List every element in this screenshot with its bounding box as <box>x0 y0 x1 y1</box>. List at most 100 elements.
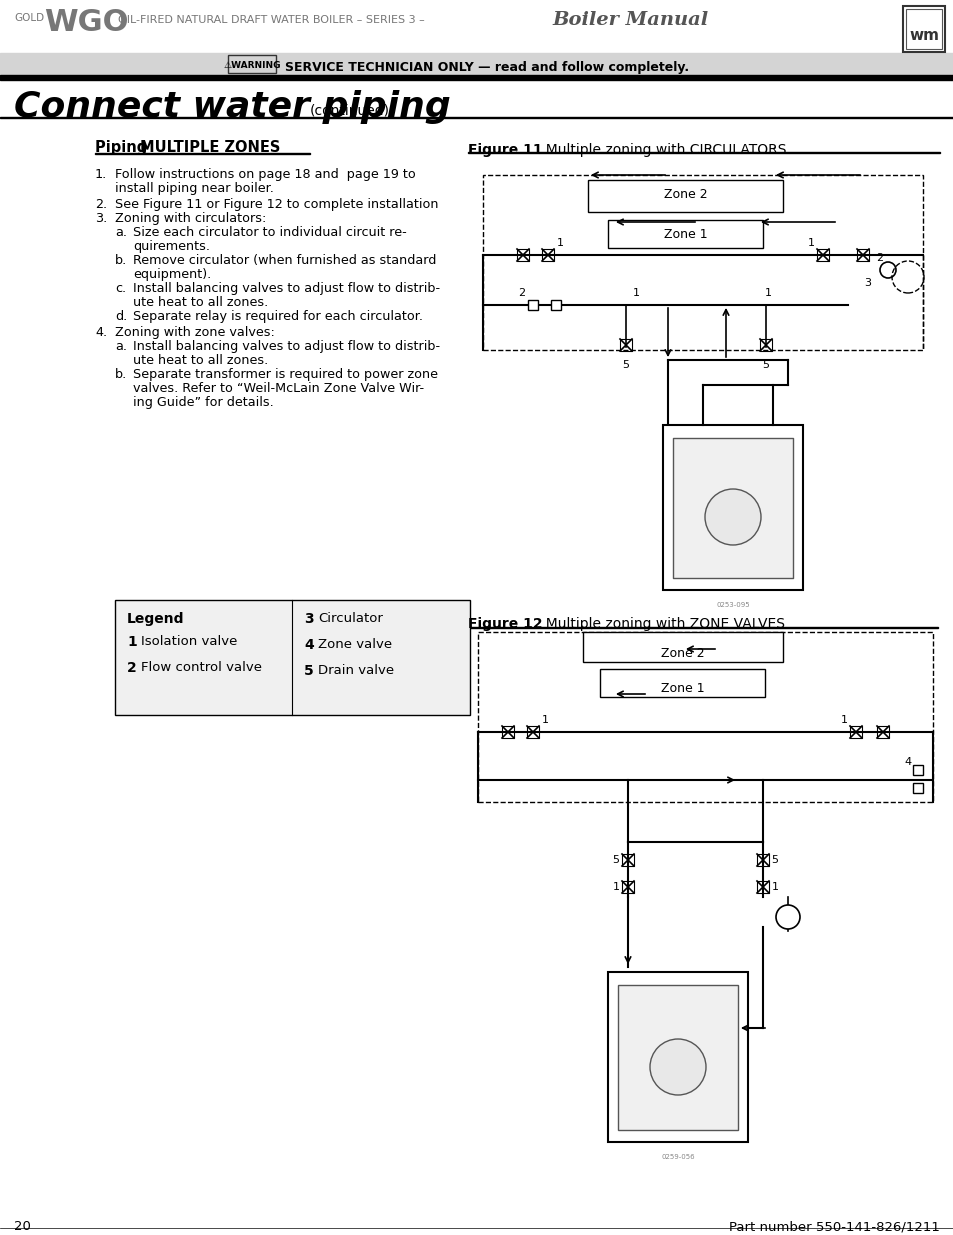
Bar <box>757 881 768 893</box>
Text: 3: 3 <box>863 278 871 288</box>
Text: Separate relay is required for each circulator.: Separate relay is required for each circ… <box>132 310 422 324</box>
Circle shape <box>879 262 895 278</box>
Text: Drain valve: Drain valve <box>317 664 394 677</box>
Text: Install balancing valves to adjust flow to distrib-: Install balancing valves to adjust flow … <box>132 282 439 295</box>
Text: 5: 5 <box>771 855 778 864</box>
Text: Follow instructions on page 18 and  page 19 to: Follow instructions on page 18 and page … <box>115 168 416 182</box>
Bar <box>618 986 738 1130</box>
Text: Boiler Manual: Boiler Manual <box>552 11 707 28</box>
Text: See Figure 11 or Figure 12 to complete installation: See Figure 11 or Figure 12 to complete i… <box>115 198 438 211</box>
Text: Zone 1: Zone 1 <box>660 682 704 695</box>
Text: Figure 11: Figure 11 <box>468 143 542 157</box>
Text: 4: 4 <box>304 638 314 652</box>
Bar <box>672 438 792 578</box>
Bar <box>0 53 953 75</box>
Text: 1: 1 <box>127 635 136 650</box>
Text: 0253-095: 0253-095 <box>716 601 749 608</box>
Bar <box>760 338 771 351</box>
Text: Zoning with circulators:: Zoning with circulators: <box>115 212 266 225</box>
Bar <box>468 152 939 153</box>
Text: Figure 12: Figure 12 <box>468 618 542 631</box>
Text: 1: 1 <box>763 288 771 298</box>
Bar <box>902 6 944 52</box>
Text: MULTIPLE ZONES: MULTIPLE ZONES <box>140 140 280 156</box>
Bar <box>228 56 275 73</box>
Bar <box>607 972 747 1142</box>
Bar <box>0 116 953 119</box>
Text: Piping: Piping <box>95 140 152 156</box>
Text: 2: 2 <box>127 661 136 676</box>
Text: 1: 1 <box>806 238 814 248</box>
Text: 1: 1 <box>840 715 846 725</box>
Text: 2: 2 <box>517 288 525 298</box>
Bar <box>912 764 923 776</box>
Text: Part number 550-141-826/1211: Part number 550-141-826/1211 <box>728 1220 939 1233</box>
Text: WGO: WGO <box>44 7 129 37</box>
Text: 1.: 1. <box>95 168 107 182</box>
Bar <box>0 75 953 80</box>
Bar <box>876 726 888 739</box>
Text: 1: 1 <box>771 882 778 892</box>
Bar <box>517 249 529 261</box>
Text: Connect water piping: Connect water piping <box>14 90 450 124</box>
Bar <box>115 600 470 715</box>
Text: b.: b. <box>115 368 127 382</box>
Text: install piping near boiler.: install piping near boiler. <box>115 182 274 195</box>
Text: equipment).: equipment). <box>132 268 211 282</box>
Text: 2.: 2. <box>95 198 107 211</box>
Bar <box>527 300 537 310</box>
Text: b.: b. <box>115 254 127 267</box>
Bar <box>551 300 560 310</box>
Bar <box>0 0 953 56</box>
Bar <box>912 783 923 793</box>
Text: SERVICE TECHNICIAN ONLY — read and follow completely.: SERVICE TECHNICIAN ONLY — read and follo… <box>285 61 688 74</box>
Text: Install balancing valves to adjust flow to distrib-: Install balancing valves to adjust flow … <box>132 340 439 353</box>
Text: Zone 2: Zone 2 <box>663 188 706 201</box>
Text: quirements.: quirements. <box>132 240 210 253</box>
Bar <box>582 632 782 662</box>
Text: Zone 2: Zone 2 <box>660 647 704 659</box>
Text: Circulator: Circulator <box>317 613 382 625</box>
Text: OIL-FIRED NATURAL DRAFT WATER BOILER – SERIES 3 –: OIL-FIRED NATURAL DRAFT WATER BOILER – S… <box>118 15 424 25</box>
Text: 4.: 4. <box>95 326 107 338</box>
Bar <box>856 249 868 261</box>
Text: valves. Refer to “Weil-McLain Zone Valve Wir-: valves. Refer to “Weil-McLain Zone Valve… <box>132 382 424 395</box>
Text: Multiple zoning with CIRCULATORS: Multiple zoning with CIRCULATORS <box>537 143 785 157</box>
Text: Zone valve: Zone valve <box>317 638 392 651</box>
Text: Legend: Legend <box>127 613 184 626</box>
Text: a.: a. <box>115 226 127 240</box>
Bar <box>757 853 768 866</box>
Text: 1: 1 <box>556 238 563 248</box>
Text: GOLD: GOLD <box>14 14 44 23</box>
Text: 1: 1 <box>541 715 548 725</box>
Circle shape <box>649 1039 705 1095</box>
Text: 5: 5 <box>304 664 314 678</box>
Bar <box>607 220 762 248</box>
Bar <box>587 180 782 212</box>
Text: Flow control valve: Flow control valve <box>141 661 262 674</box>
Bar <box>541 249 554 261</box>
Bar <box>477 632 932 802</box>
Circle shape <box>775 905 800 929</box>
Bar <box>816 249 828 261</box>
Bar <box>849 726 862 739</box>
Text: wm: wm <box>908 28 938 43</box>
Text: 1: 1 <box>612 882 618 892</box>
Text: 5: 5 <box>622 359 629 370</box>
Text: ute heat to all zones.: ute heat to all zones. <box>132 296 268 309</box>
Text: 0259-056: 0259-056 <box>660 1153 694 1160</box>
Bar <box>621 853 634 866</box>
Text: Zone 1: Zone 1 <box>663 228 706 241</box>
Text: Separate transformer is required to power zone: Separate transformer is required to powe… <box>132 368 437 382</box>
Text: 20: 20 <box>14 1220 30 1233</box>
Text: Multiple zoning with ZONE VALVES: Multiple zoning with ZONE VALVES <box>537 618 784 631</box>
Circle shape <box>704 489 760 545</box>
Bar <box>526 726 538 739</box>
Text: Remove circulator (when furnished as standard: Remove circulator (when furnished as sta… <box>132 254 436 267</box>
Text: d.: d. <box>115 310 127 324</box>
Text: 3: 3 <box>304 613 314 626</box>
Text: Isolation valve: Isolation valve <box>141 635 237 648</box>
Bar <box>619 338 631 351</box>
Text: 4: 4 <box>903 757 911 767</box>
Text: ing Guide” for details.: ing Guide” for details. <box>132 396 274 409</box>
